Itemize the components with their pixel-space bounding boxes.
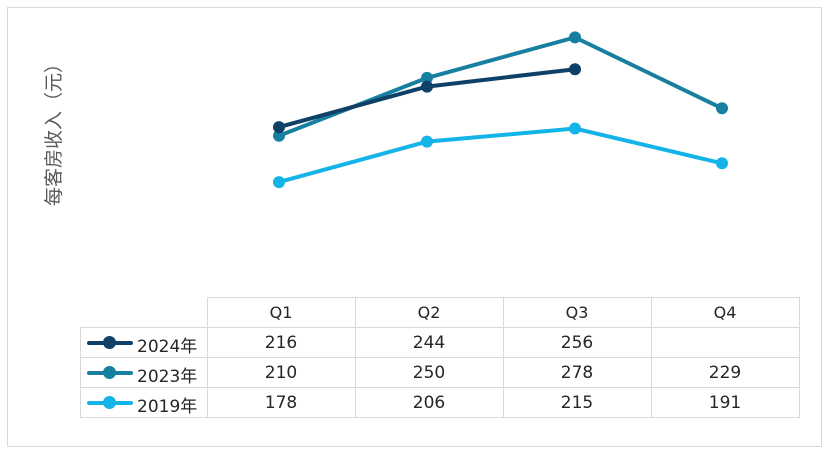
- data-point-2024年-Q3: [569, 63, 581, 76]
- data-point-2019年-Q1: [273, 176, 285, 189]
- table-header-q2: Q2: [354, 297, 504, 328]
- table-cell-value: 250: [354, 357, 504, 388]
- legend-marker-icon: [103, 396, 116, 409]
- table-cell-value: 215: [502, 387, 652, 418]
- table-header-q4: Q4: [650, 297, 800, 328]
- chart-frame: [7, 7, 822, 447]
- table-header-q1: Q1: [206, 297, 356, 328]
- table-cell-value: 216: [206, 327, 356, 358]
- data-point-2023年-Q2: [421, 71, 433, 84]
- legend-entry: 2023年: [80, 357, 208, 388]
- legend-label: 2024年: [137, 337, 198, 357]
- table-corner: [80, 297, 208, 328]
- data-point-2023年-Q1: [273, 129, 285, 142]
- table-cell-value: 244: [354, 327, 504, 358]
- legend-entry: 2019年: [80, 387, 208, 418]
- table-header-q3: Q3: [502, 297, 652, 328]
- legend-label: 2019年: [137, 397, 198, 417]
- data-point-2024年-Q2: [421, 80, 433, 93]
- table-cell-value: 229: [650, 357, 800, 388]
- table-cell-value: 191: [650, 387, 800, 418]
- data-point-2023年-Q4: [716, 102, 728, 115]
- table-row: 2019年 178 206 215 191: [80, 387, 800, 418]
- series-line-2023年: [278, 35, 723, 138]
- table-cell-value: [650, 327, 800, 358]
- table-row: 2023年 210 250 278 229: [80, 357, 800, 388]
- table-row: 2024年 216 244 256: [80, 327, 800, 358]
- table-cell-value: 256: [502, 327, 652, 358]
- table-cell-value: 210: [206, 357, 356, 388]
- data-point-2019年-Q2: [421, 135, 433, 148]
- legend-entry: 2024年: [80, 327, 208, 358]
- series-line-2019年: [278, 126, 723, 185]
- table-cell-value: 206: [354, 387, 504, 418]
- legend-marker-icon: [103, 336, 116, 349]
- data-table: Q1 Q2 Q3 Q4 2024年 216 244 256 2023年 210 250 278…: [80, 297, 800, 418]
- data-point-2023年-Q3: [569, 31, 581, 44]
- data-point-2019年-Q3: [569, 122, 581, 135]
- table-cell-value: 278: [502, 357, 652, 388]
- legend-marker-icon: [103, 366, 116, 379]
- data-point-2019年-Q4: [716, 157, 728, 170]
- legend-label: 2023年: [137, 367, 198, 387]
- data-point-2024年-Q1: [273, 121, 285, 134]
- table-cell-value: 178: [206, 387, 356, 418]
- table-header-row: Q1 Q2 Q3 Q4: [80, 297, 800, 328]
